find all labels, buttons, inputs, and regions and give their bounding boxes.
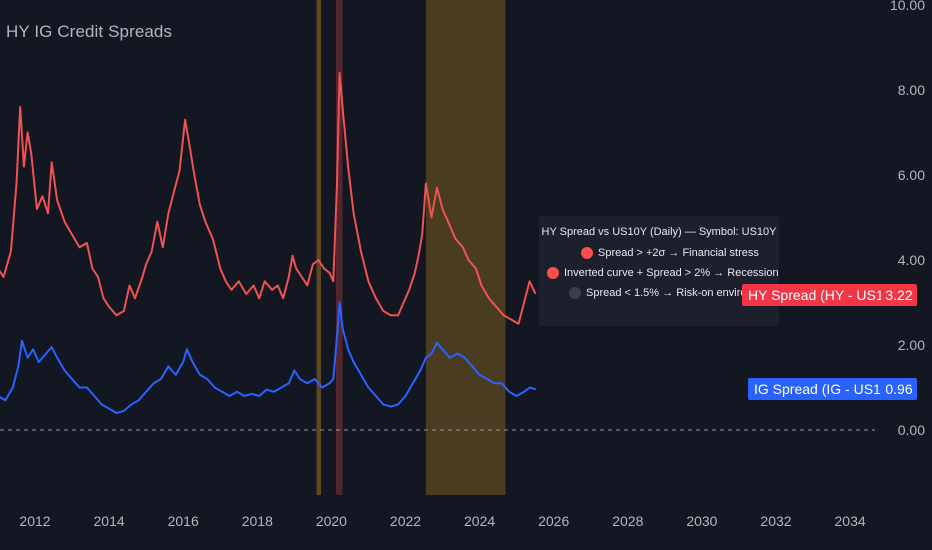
y-tick-label: 8.00 [898, 82, 925, 98]
x-tick-label: 2030 [686, 513, 717, 529]
ig-series-name-tag: IG Spread (IG - US10Y) [748, 378, 909, 400]
x-tick-label: 2024 [464, 513, 495, 529]
y-axis: 0.00 2.00 4.00 6.00 8.00 10.00 [890, 0, 925, 438]
legend-item-label: Inverted curve + Spread > 2% → Recession… [564, 267, 779, 279]
highlight-bands [316, 0, 506, 495]
y-tick-label: 10.00 [890, 0, 925, 13]
legend-header: HY Spread vs US10Y (Daily) — Symbol: US1… [541, 226, 777, 238]
ig-spread-line [0, 301, 537, 414]
legend-item-financial-stress: Spread > +2σ → Financial stress [539, 246, 779, 260]
x-tick-label: 2022 [390, 513, 421, 529]
y-tick-label: 2.00 [898, 337, 925, 353]
x-tick-label: 2034 [835, 513, 866, 529]
highlight-band-0 [316, 0, 322, 495]
chart-title: HY IG Credit Spreads [6, 22, 173, 41]
legend-item-risk-on: Spread < 1.5% → Risk-on environment [539, 286, 779, 300]
y-tick-label: 0.00 [898, 422, 925, 438]
highlight-band-2 [425, 0, 506, 495]
hy-last-value-tag: 3.22 [881, 284, 917, 306]
gray-dot-icon [569, 287, 581, 299]
highlight-band-1 [335, 0, 343, 495]
hy-spread-line [0, 72, 537, 325]
x-tick-label: 2012 [19, 513, 50, 529]
x-tick-label: 2020 [316, 513, 347, 529]
series-layer [0, 72, 537, 414]
x-axis: 2012 2014 2016 2018 2020 2022 2024 2026 2028 2030… [19, 513, 865, 529]
signal-legend: HY Spread vs US10Y (Daily) — Symbol: US1… [539, 216, 779, 326]
ig-last-value-tag: 0.96 [881, 378, 917, 400]
hy-series-name-tag: HY Spread (HY - US10Y) [742, 284, 912, 306]
x-tick-label: 2028 [612, 513, 643, 529]
x-tick-label: 2032 [760, 513, 791, 529]
red-dot-icon [581, 247, 593, 259]
x-tick-label: 2026 [538, 513, 569, 529]
legend-item-label: Spread > +2σ → Financial stress [598, 247, 759, 259]
legend-item-label: Spread < 1.5% → Risk-on environment [586, 287, 778, 299]
y-tick-label: 6.00 [898, 167, 925, 183]
red-dot-icon [547, 267, 559, 279]
x-tick-label: 2014 [94, 513, 125, 529]
x-tick-label: 2018 [242, 513, 273, 529]
x-tick-label: 2016 [168, 513, 199, 529]
y-tick-label: 4.00 [898, 252, 925, 268]
legend-item-recession-signal: Inverted curve + Spread > 2% → Recession… [539, 266, 779, 280]
